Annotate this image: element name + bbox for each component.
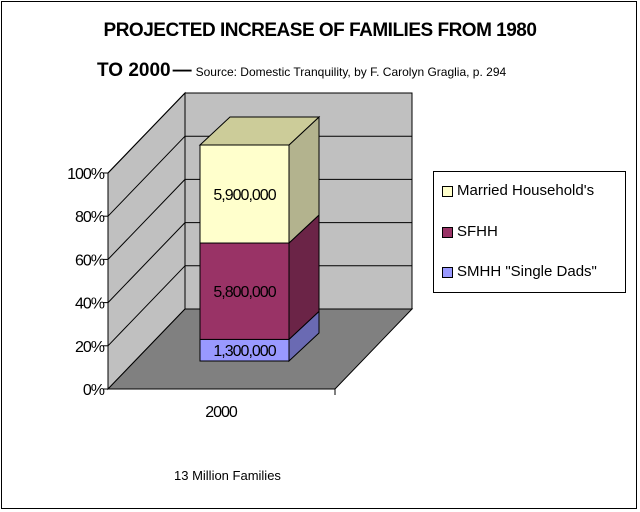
chart-title-line2: TO 2000: [97, 60, 171, 81]
legend-item-married: Married Household's: [442, 182, 594, 199]
y-tick-label: 100%: [67, 166, 105, 183]
source-note: Source: Domestic Tranquility, by F. Caro…: [195, 65, 507, 79]
gridline-side: [107, 135, 186, 217]
data-label-smhh: 1,300,000: [213, 343, 276, 360]
legend-swatch-smhh: [442, 266, 453, 278]
y-tick-label: 80%: [75, 209, 105, 226]
gridline-side: [107, 179, 186, 260]
gridline-side: [107, 92, 186, 174]
legend-swatch-married: [442, 185, 453, 197]
y-tick-label: 0%: [83, 382, 105, 399]
y-tick-label: 40%: [75, 296, 105, 313]
legend-label-sfhh: SFHH: [457, 223, 498, 240]
chart-title: PROJECTED INCREASE OF FAMILIES FROM 1980: [103, 20, 537, 41]
x-category-label: 2000: [205, 404, 238, 421]
data-label-married: 5,900,000: [213, 187, 276, 204]
gridline-side: [107, 222, 186, 303]
legend-label-married: Married Household's: [457, 182, 595, 199]
legend-item-sfhh: SFHH: [442, 223, 498, 240]
legend: Married Household's SFHH SMHH "Single Da…: [433, 171, 626, 293]
bar-segment-married: [199, 144, 290, 244]
bar-segment-sfhh: [199, 242, 290, 340]
legend-item-smhh: SMHH "Single Dads": [442, 263, 597, 280]
legend-label-smhh: SMHH "Single Dads": [457, 263, 597, 280]
y-tick-label: 60%: [75, 252, 105, 269]
y-tick-label: 20%: [75, 339, 105, 356]
chart-subtitle: TO 2000— Source: Domestic Tranquility, by…: [97, 60, 506, 82]
legend-swatch-sfhh: [442, 226, 453, 238]
bar-top-married: [198, 116, 321, 146]
data-label-sfhh: 5,800,000: [213, 284, 276, 301]
gridline-side: [107, 265, 186, 347]
footnote: 13 Million Families: [174, 468, 281, 483]
title-dash: —: [172, 60, 192, 81]
